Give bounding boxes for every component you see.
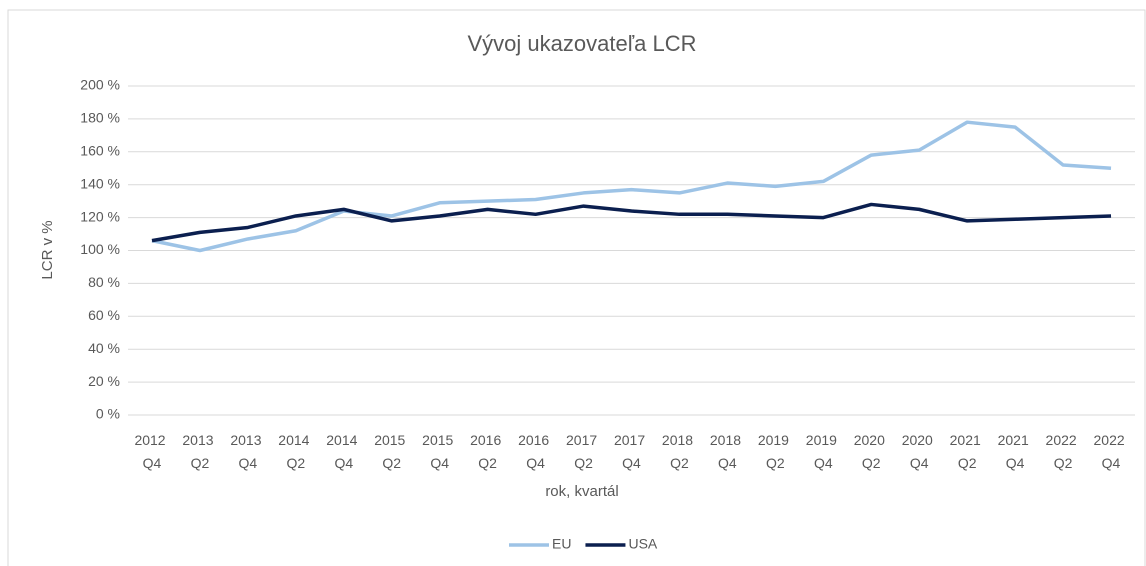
- y-tick-label: 140 %: [80, 175, 120, 191]
- x-tick-label: 2013 Q2: [182, 432, 217, 471]
- series-line: [151, 120, 1112, 253]
- y-tick-label: 40 %: [88, 340, 120, 356]
- y-axis-label: LCR v %: [39, 220, 56, 279]
- y-tick-label: 80 %: [88, 274, 120, 290]
- x-tick-label: 2012 Q4: [134, 432, 169, 471]
- series-line: [151, 202, 1112, 243]
- x-tick-label: 2015 Q2: [374, 432, 409, 471]
- x-tick-label: 2013 Q4: [230, 432, 265, 471]
- x-tick-label: 2015 Q4: [422, 432, 457, 471]
- y-tick-label: 180 %: [80, 110, 120, 126]
- x-axis-label: rok, kvartál: [545, 483, 618, 500]
- x-tick-label: 2021 Q2: [950, 432, 985, 471]
- legend-label: EU: [552, 536, 571, 552]
- x-tick-label: 2019 Q2: [758, 432, 793, 471]
- x-tick-label: 2016 Q4: [518, 432, 553, 471]
- x-tick-label: 2020 Q2: [854, 432, 889, 471]
- y-tick-label: 160 %: [80, 143, 120, 159]
- x-tick-label: 2022 Q2: [1046, 432, 1081, 471]
- y-tick-label: 0 %: [96, 406, 120, 422]
- x-tick-label: 2017 Q2: [566, 432, 601, 471]
- legend-label: USA: [628, 536, 657, 552]
- x-tick-label: 2014 Q4: [326, 432, 361, 471]
- x-tick-label: 2016 Q2: [470, 432, 505, 471]
- x-tick-label: 2020 Q4: [902, 432, 937, 471]
- x-tick-label: 2021 Q4: [998, 432, 1033, 471]
- x-tick-label: 2019 Q4: [806, 432, 841, 471]
- y-tick-label: 120 %: [80, 208, 120, 224]
- y-tick-label: 100 %: [80, 241, 120, 257]
- chart-frame: [7, 9, 1146, 566]
- y-tick-label: 60 %: [88, 307, 120, 323]
- y-tick-label: 20 %: [88, 373, 120, 389]
- chart-title: Vývoj ukazovateľa LCR: [468, 31, 697, 56]
- x-tick-label: 2022 Q4: [1094, 432, 1129, 471]
- x-tick-label: 2018 Q4: [710, 432, 745, 471]
- x-tick-label: 2017 Q4: [614, 432, 649, 471]
- x-tick-label: 2014 Q2: [278, 432, 313, 471]
- y-tick-label: 200 %: [80, 77, 120, 93]
- x-tick-label: 2018 Q2: [662, 432, 697, 471]
